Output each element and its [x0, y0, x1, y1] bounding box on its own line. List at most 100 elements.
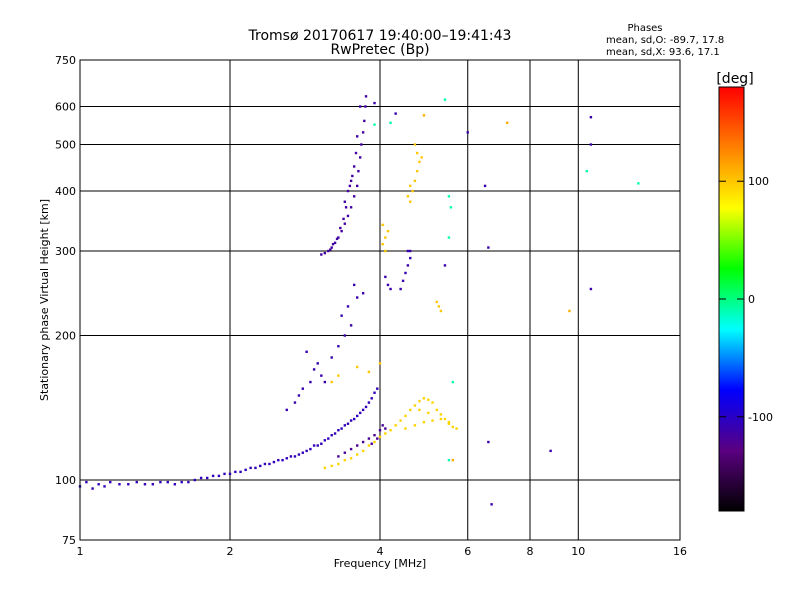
data-point: [355, 135, 359, 138]
data-point: [187, 480, 190, 484]
data-point: [376, 387, 379, 390]
data-point: [312, 368, 316, 371]
data-point: [406, 195, 410, 198]
data-point: [381, 424, 384, 427]
data-point: [352, 195, 356, 198]
data-point: [637, 182, 640, 185]
data-point: [451, 380, 455, 384]
colorbar-ticks: 100 0 -100: [719, 175, 773, 424]
data-point: [354, 151, 358, 155]
data-point: [409, 249, 412, 253]
data-point: [118, 483, 121, 486]
phases-title: Phases: [627, 23, 662, 34]
y-tick-label: 600: [55, 101, 76, 114]
data-point: [404, 271, 407, 275]
data-point: [349, 447, 353, 451]
data-point: [297, 453, 301, 456]
data-point: [358, 105, 362, 108]
data-point: [337, 374, 340, 377]
data-point: [272, 460, 276, 464]
data-point: [505, 121, 509, 124]
phases-mean-o: mean, sd,O: -89.7, 17.8: [606, 35, 724, 46]
data-point: [384, 236, 387, 239]
data-point: [361, 292, 365, 295]
data-point: [401, 279, 405, 283]
data-point: [367, 370, 371, 374]
data-point: [301, 451, 305, 454]
data-point: [285, 457, 288, 460]
data-point: [316, 362, 319, 365]
data-point: [443, 417, 447, 421]
data-point: [389, 429, 392, 432]
data-point: [389, 121, 392, 124]
data-point: [309, 380, 312, 384]
data-point: [404, 414, 407, 418]
data-point: [349, 419, 353, 422]
data-point: [585, 169, 588, 173]
data-point: [285, 408, 288, 412]
data-point: [384, 249, 387, 253]
data-point: [333, 241, 337, 245]
data-point: [330, 433, 333, 437]
data-point: [409, 184, 412, 188]
data-point: [312, 444, 316, 447]
data-point: [343, 200, 347, 203]
y-axis-label: Stationary phase Virtual Height [km]: [38, 199, 51, 401]
data-point: [349, 179, 353, 183]
data-point: [378, 362, 382, 365]
data-point: [355, 365, 359, 369]
data-point: [343, 222, 347, 225]
data-point: [439, 417, 443, 421]
data-point: [85, 480, 88, 484]
data-point: [327, 249, 330, 253]
data-point: [367, 401, 371, 404]
data-point: [343, 458, 347, 462]
data-point: [234, 470, 237, 474]
y-tick-label: 100: [55, 474, 76, 487]
data-point: [394, 424, 397, 427]
data-point: [339, 226, 342, 230]
colorbar-tick-label: 100: [748, 175, 769, 188]
data-point: [335, 237, 339, 241]
data-point: [443, 98, 447, 101]
data-point: [346, 189, 350, 193]
data-point: [413, 179, 417, 183]
data-point: [330, 246, 333, 249]
data-point: [361, 449, 365, 453]
data-point: [483, 184, 487, 188]
data-point: [349, 206, 353, 209]
data-point: [370, 442, 373, 445]
data-point: [439, 413, 443, 416]
data-point: [415, 169, 419, 173]
data-point: [431, 419, 434, 422]
data-point: [487, 246, 490, 249]
data-point: [355, 184, 359, 188]
data-point: [293, 455, 297, 458]
data-point: [97, 483, 100, 486]
data-point: [447, 458, 451, 462]
data-point: [323, 466, 327, 470]
data-point: [327, 437, 330, 440]
data-point: [223, 472, 226, 476]
data-point: [360, 143, 363, 146]
data-point: [151, 483, 155, 486]
data-point: [263, 462, 267, 466]
data-point: [386, 229, 390, 233]
data-point: [358, 411, 362, 415]
data-point: [422, 420, 426, 424]
data-point: [386, 283, 390, 287]
data-point: [415, 151, 419, 155]
data-point: [384, 427, 387, 430]
data-point: [103, 485, 106, 488]
data-point: [193, 478, 197, 482]
data-point: [217, 474, 221, 478]
data-point: [364, 105, 367, 108]
data-point: [451, 425, 455, 429]
data-point: [364, 405, 368, 409]
chart-subtitle: RwPretec (Bp): [330, 42, 429, 58]
data-point: [389, 287, 392, 291]
data-point: [447, 420, 451, 424]
data-point: [373, 123, 376, 126]
y-tick-label: 750: [55, 54, 76, 67]
data-point: [346, 305, 350, 308]
